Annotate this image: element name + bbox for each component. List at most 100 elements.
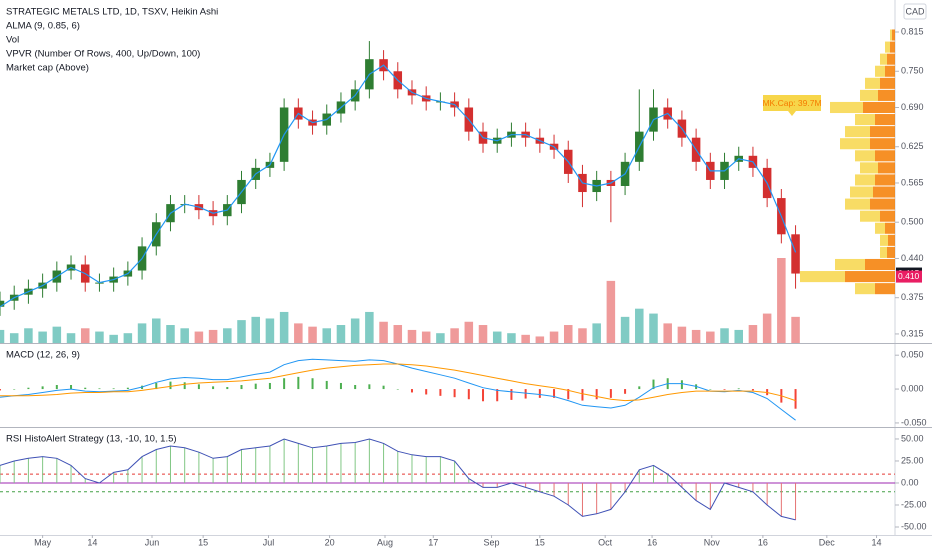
x-tick-label: Jun <box>145 537 160 547</box>
vpvr-up <box>800 271 845 283</box>
vpvr-down <box>880 210 895 222</box>
annotation-pointer <box>788 111 796 116</box>
series-line <box>0 363 796 402</box>
y-tick-label: 0.625 <box>901 141 924 151</box>
x-tick-label: 14 <box>87 537 97 547</box>
volume-bar <box>450 328 459 343</box>
volume-bar <box>748 325 758 343</box>
vpvr-down <box>870 198 895 210</box>
y-tick-label: 0.565 <box>901 177 924 187</box>
volume-bar <box>649 313 658 343</box>
vpvr-down <box>875 150 895 162</box>
y-tick-label: 50.00 <box>901 433 924 443</box>
vpvr-up <box>875 222 885 234</box>
indicator-legend: VPVR (Number Of Rows, 400, Up/Down, 100) <box>6 49 200 60</box>
volume-bar <box>578 328 587 343</box>
volume-bar <box>322 328 332 343</box>
vpvr-down <box>875 283 895 295</box>
vpvr-up <box>845 198 870 210</box>
histogram-bar <box>524 389 527 399</box>
vpvr-down <box>892 29 895 41</box>
volume-bar <box>350 318 360 343</box>
currency-box[interactable] <box>903 3 927 20</box>
y-tick-label: -25.00 <box>901 499 927 509</box>
histogram-bar <box>382 385 385 390</box>
vpvr-down <box>885 65 895 77</box>
histogram-bar <box>609 389 612 398</box>
y-tick-label: 0.00 <box>901 477 919 487</box>
volume-bar <box>194 331 204 343</box>
x-tick-label: 15 <box>535 537 545 547</box>
volume-bar <box>393 325 403 343</box>
histogram-bar <box>112 388 115 390</box>
histogram-bar <box>567 389 570 400</box>
indicator-legend: Vol <box>6 35 19 46</box>
vpvr-up <box>860 89 878 101</box>
vpvr-down <box>863 101 895 114</box>
vpvr-up <box>840 138 870 150</box>
volume-bar <box>279 311 289 343</box>
y-tick-label: 0.815 <box>901 26 924 36</box>
candle-body <box>791 234 800 274</box>
y-tick-label: 25.00 <box>901 455 924 465</box>
volume-bar <box>507 333 516 343</box>
indicator-legend: ALMA (9, 0.85, 6) <box>6 21 80 32</box>
histogram-bar <box>453 389 456 398</box>
volume-bar <box>535 336 545 343</box>
histogram-bar <box>183 382 186 390</box>
volume-bar <box>720 328 729 343</box>
histogram-bar <box>396 389 399 390</box>
volume-bar <box>478 325 488 343</box>
annotation-box <box>763 95 821 111</box>
y-tick-label: -50.00 <box>901 521 927 531</box>
volume-bar <box>166 325 175 343</box>
histogram-bar <box>13 389 16 390</box>
volume-bar <box>421 331 431 343</box>
x-tick-label: 17 <box>428 537 438 547</box>
volume-bar <box>706 331 715 343</box>
x-tick-label: Nov <box>704 537 721 547</box>
volume-bar <box>95 331 104 343</box>
vpvr-up <box>855 174 875 186</box>
histogram-bar <box>553 389 556 398</box>
histogram-bar <box>680 380 683 390</box>
volume-bar <box>492 331 502 343</box>
y-tick-label: 0.315 <box>901 328 924 338</box>
vpvr-down <box>887 246 895 258</box>
histogram-bar <box>27 387 30 390</box>
volume-bar <box>38 331 47 343</box>
series-line <box>0 438 796 521</box>
histogram-bar <box>751 389 754 391</box>
x-tick-label: Oct <box>598 537 613 547</box>
vpvr-up <box>865 77 880 89</box>
histogram-bar <box>197 384 200 390</box>
histogram-bar <box>638 386 641 390</box>
volume-bar <box>734 329 743 343</box>
alma-line <box>0 64 797 308</box>
vpvr-up <box>855 150 875 162</box>
histogram-bar <box>84 387 87 390</box>
vpvr-up <box>860 210 880 222</box>
histogram-bar <box>212 386 215 390</box>
y-tick-label: 0.440 <box>901 253 924 263</box>
chart-title: STRATEGIC METALS LTD, 1D, TSXV, Heikin A… <box>6 7 218 18</box>
histogram-bar <box>510 389 513 400</box>
volume-bar <box>109 334 118 343</box>
vpvr-down <box>865 258 895 271</box>
volume-bar <box>223 328 232 343</box>
histogram-bar <box>226 387 229 390</box>
y-tick-label: -0.050 <box>901 417 927 427</box>
y-tick-label: 0.500 <box>901 217 924 227</box>
histogram-bar <box>268 382 271 390</box>
volume-bar <box>237 320 246 343</box>
vpvr-up <box>880 246 887 258</box>
histogram-bar <box>652 379 655 390</box>
x-tick-label: Sep <box>484 537 500 547</box>
vpvr-down <box>885 222 895 234</box>
histogram-bar <box>155 382 158 390</box>
histogram-bar <box>297 376 300 390</box>
volume-bar <box>251 316 260 343</box>
volume-bar <box>0 329 5 343</box>
vpvr-up <box>875 65 885 77</box>
